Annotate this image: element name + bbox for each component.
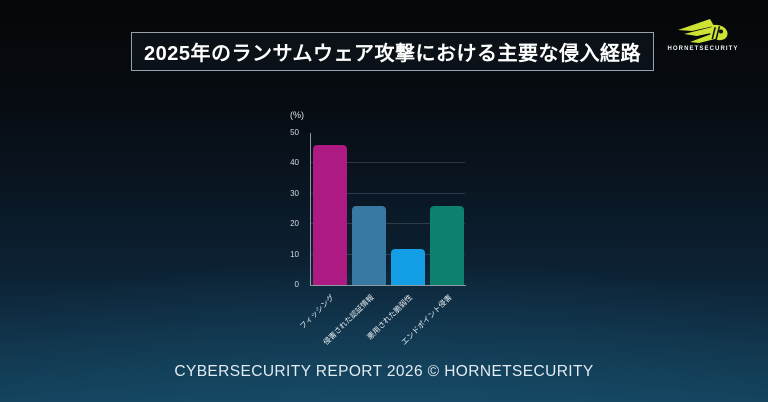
bar-3 (430, 205, 464, 285)
brand-logo: HORNETSECURITY (660, 18, 746, 52)
y-tick-label: 10 (290, 249, 299, 259)
y-axis: 0 10 20 30 40 50 (270, 128, 305, 289)
footer-text: CYBERSECURITY REPORT 2026 © HORNETSECURI… (174, 363, 594, 380)
bar-2 (391, 248, 425, 285)
plot-area (310, 133, 466, 286)
gridline (311, 223, 465, 225)
bar-chart: (%) 0 10 20 30 40 50 フィッシング 侵害された認証情報 悪用された脆弱性エ… (270, 108, 500, 358)
bar-1 (352, 205, 386, 285)
gridline (311, 162, 465, 164)
x-axis: フィッシング 侵害された認証情報 悪用された脆弱性 エンドポイント侵害 (298, 286, 465, 356)
gridline (311, 192, 465, 194)
gridline (311, 253, 465, 255)
y-axis-unit-label: (%) (290, 110, 304, 120)
hornet-icon (678, 19, 728, 43)
y-tick-label: 50 (290, 128, 299, 137)
title-box: 2025年のランサムウェア攻撃における主要な侵入経路 (131, 32, 654, 71)
logo-wordmark: HORNETSECURITY (667, 46, 739, 52)
slide-title: 2025年のランサムウェア攻撃における主要な侵入経路 (143, 43, 642, 65)
y-tick-label: 20 (290, 219, 299, 229)
x-tick-label: フィッシング (297, 292, 337, 331)
bar-0 (313, 145, 347, 285)
y-tick-label: 40 (290, 158, 299, 168)
y-tick-label: 30 (290, 188, 299, 198)
y-tick-label: 0 (294, 280, 299, 289)
